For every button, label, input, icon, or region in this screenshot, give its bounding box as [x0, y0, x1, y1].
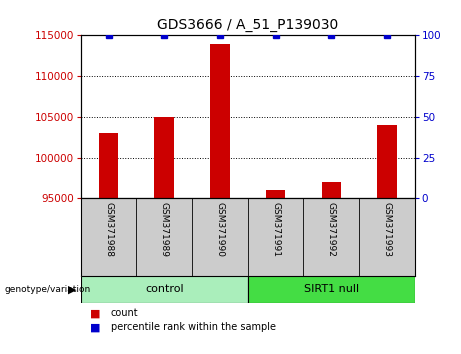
Text: SIRT1 null: SIRT1 null	[304, 284, 359, 295]
Text: GSM371988: GSM371988	[104, 202, 113, 257]
Text: control: control	[145, 284, 183, 295]
Bar	[81, 276, 248, 303]
Title: GDS3666 / A_51_P139030: GDS3666 / A_51_P139030	[157, 18, 338, 32]
Text: ▶: ▶	[68, 284, 76, 295]
Bar	[99, 133, 118, 198]
Text: percentile rank within the sample: percentile rank within the sample	[111, 322, 276, 332]
Text: GSM371991: GSM371991	[271, 202, 280, 257]
Text: GSM371992: GSM371992	[327, 202, 336, 257]
Text: count: count	[111, 308, 138, 318]
Bar	[154, 117, 174, 198]
Bar	[377, 125, 397, 198]
Bar	[210, 44, 230, 198]
Text: ■: ■	[90, 308, 100, 318]
Bar	[248, 276, 415, 303]
Text: GSM371993: GSM371993	[383, 202, 391, 257]
Bar	[322, 182, 341, 198]
Bar	[266, 190, 285, 198]
Text: genotype/variation: genotype/variation	[5, 285, 91, 294]
Text: GSM371990: GSM371990	[215, 202, 225, 257]
Text: GSM371989: GSM371989	[160, 202, 169, 257]
Text: ■: ■	[90, 322, 100, 332]
